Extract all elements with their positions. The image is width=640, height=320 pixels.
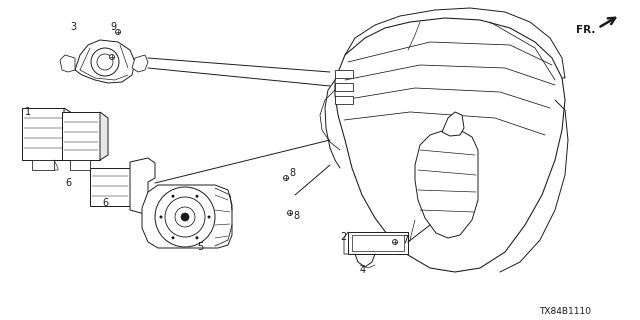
Bar — [335, 83, 353, 91]
Polygon shape — [442, 112, 464, 136]
Text: 7: 7 — [402, 235, 408, 245]
Polygon shape — [142, 185, 232, 248]
Circle shape — [207, 215, 211, 219]
Circle shape — [109, 54, 115, 60]
Polygon shape — [335, 18, 565, 272]
Text: 4: 4 — [360, 265, 366, 275]
Text: 8: 8 — [293, 211, 299, 221]
Circle shape — [172, 195, 175, 198]
Bar — [62, 112, 100, 160]
Text: 2: 2 — [340, 232, 346, 242]
Polygon shape — [60, 55, 75, 72]
Bar — [335, 70, 353, 78]
Circle shape — [175, 207, 195, 227]
Polygon shape — [415, 130, 478, 238]
Polygon shape — [132, 55, 148, 72]
Circle shape — [91, 48, 119, 76]
Text: 6: 6 — [102, 198, 108, 208]
Bar — [70, 160, 90, 170]
Polygon shape — [100, 112, 108, 160]
Circle shape — [195, 195, 198, 198]
Bar — [22, 108, 64, 160]
Circle shape — [155, 187, 215, 247]
Text: TX84B1110: TX84B1110 — [539, 308, 591, 316]
Circle shape — [172, 236, 175, 239]
Text: 5: 5 — [197, 242, 203, 252]
Bar — [348, 232, 408, 254]
Bar — [335, 96, 353, 104]
Circle shape — [97, 54, 113, 70]
Circle shape — [165, 197, 205, 237]
Circle shape — [287, 211, 292, 215]
Text: 8: 8 — [289, 168, 295, 178]
Polygon shape — [130, 158, 155, 215]
Text: FR.: FR. — [575, 25, 595, 35]
Circle shape — [181, 213, 189, 221]
Text: 9: 9 — [110, 22, 116, 32]
Circle shape — [115, 29, 120, 35]
Text: 3: 3 — [70, 22, 76, 32]
Circle shape — [284, 175, 289, 180]
Text: 1: 1 — [25, 107, 31, 117]
Circle shape — [159, 215, 163, 219]
Text: 9: 9 — [105, 55, 111, 65]
Bar — [32, 160, 54, 170]
Circle shape — [195, 236, 198, 239]
Bar — [352, 235, 404, 251]
Text: 6: 6 — [65, 178, 71, 188]
Bar — [90, 168, 130, 206]
Circle shape — [392, 239, 397, 244]
Polygon shape — [75, 40, 135, 83]
Polygon shape — [64, 108, 72, 160]
